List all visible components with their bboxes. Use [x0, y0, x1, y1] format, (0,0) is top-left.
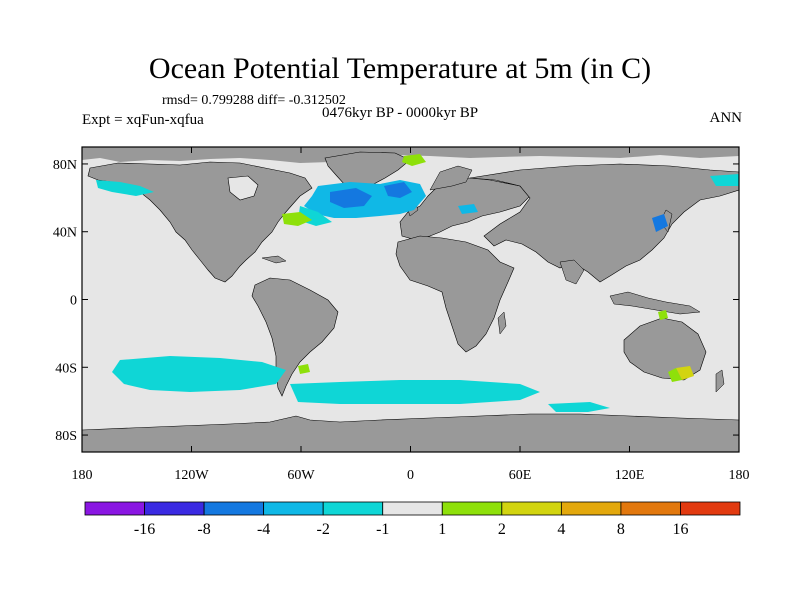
land-scandinavia [429, 165, 473, 191]
land-greenland [324, 151, 411, 191]
land-antarctica [82, 413, 739, 452]
anomaly-tasman-outer [668, 368, 682, 382]
colorbar-swatch [680, 501, 741, 516]
anomaly-gulf-stream [282, 212, 312, 226]
water-hudson-bay [227, 175, 259, 201]
land-indonesia [609, 291, 701, 315]
colorbar-label: 1 [438, 521, 446, 538]
colorbar-label: 8 [617, 521, 625, 538]
lon-tick-label: 60E [509, 468, 532, 483]
anomaly-southern-indian [548, 402, 610, 412]
land-caribbean [261, 255, 287, 264]
experiment-label: Expt = xqFun-xqfua [82, 112, 204, 128]
lon-tick-label: 180 [72, 468, 93, 483]
chart-title: Ocean Potential Temperature at 5m (in C) [148, 52, 652, 85]
lon-tick-label: 0 [407, 468, 414, 483]
colorbar-label: 4 [557, 521, 565, 538]
colorbar-swatch [620, 501, 681, 516]
land-india [559, 259, 585, 285]
colorbar-label: -4 [257, 521, 270, 538]
colorbar-label: -8 [197, 521, 210, 538]
lat-tick-label: 80N [53, 158, 77, 173]
lat-tick-label: 80S [55, 429, 77, 444]
colorbar-label: -1 [376, 521, 389, 538]
colorbar-swatch [382, 501, 443, 516]
anomaly-north-atlantic-core [330, 188, 372, 208]
anomaly-kuroshio [652, 214, 668, 232]
anomaly-patagonia [298, 364, 310, 374]
colorbar-swatch [560, 501, 622, 516]
anomaly-southern-atlantic [290, 380, 540, 404]
colorbar-label: -2 [317, 521, 330, 538]
anomaly-pacific-north [96, 180, 154, 196]
land-asia [469, 163, 739, 283]
colorbar-swatch [263, 501, 324, 516]
anomaly-tasman [676, 366, 694, 380]
colorbar-label: 16 [672, 521, 688, 538]
colorbar-swatch [441, 501, 503, 516]
lat-tick-label: 40N [53, 226, 77, 241]
colorbar-label: -16 [134, 521, 155, 538]
lon-tick-label: 180 [729, 468, 750, 483]
land-south-america [251, 277, 339, 397]
colorbar-swatch [203, 501, 265, 516]
colorbar-swatch [84, 501, 145, 516]
land-new-zealand [715, 369, 725, 393]
land-africa [395, 235, 515, 353]
land-arctic [82, 147, 739, 163]
land-madagascar [497, 311, 507, 335]
lat-tick-label: 40S [55, 361, 77, 376]
colorbar-swatch [144, 501, 205, 516]
stats-label: rmsd= 0.799288 diff= -0.312502 [162, 93, 346, 108]
anomaly-baltic [458, 204, 478, 214]
anomaly-indonesia [658, 310, 668, 320]
lon-tick-label: 120E [615, 468, 645, 483]
lon-tick-label: 60W [287, 468, 315, 483]
lon-tick-label: 120W [174, 468, 209, 483]
lat-tick-label: 0 [70, 294, 77, 309]
period-label: 0476kyr BP - 0000kyr BP [322, 105, 479, 121]
season-label: ANN [709, 110, 743, 126]
colorbar-swatch [322, 501, 384, 516]
anomaly-southern-pacific [112, 356, 286, 392]
colorbar-label: 2 [498, 521, 506, 538]
anomaly-pacific-east [710, 174, 739, 186]
anomaly-norwegian-sea [402, 154, 426, 166]
colorbar-swatch [501, 501, 562, 516]
anomaly-north-atlantic-core-2 [384, 182, 412, 198]
